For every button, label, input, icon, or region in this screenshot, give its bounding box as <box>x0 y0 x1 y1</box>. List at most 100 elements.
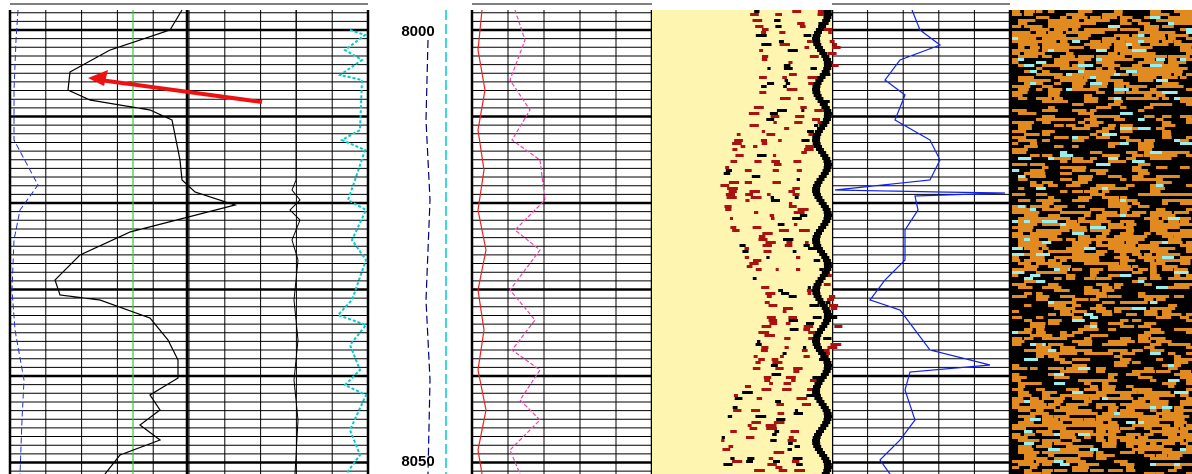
image-feature <box>1150 424 1163 427</box>
image-feature <box>1186 121 1192 124</box>
image-feature <box>1030 238 1039 241</box>
image-feature <box>767 463 777 466</box>
image-feature <box>1126 124 1133 127</box>
image-feature <box>1156 31 1164 34</box>
image-feature <box>788 295 797 298</box>
image-feature <box>1030 82 1039 85</box>
image-feature <box>761 142 768 145</box>
image-feature <box>1078 256 1090 259</box>
image-feature <box>827 316 838 319</box>
image-feature <box>823 364 832 367</box>
image-feature <box>1078 379 1089 382</box>
image-feature <box>1186 427 1192 430</box>
image-feature <box>1084 436 1091 439</box>
image-feature <box>1072 253 1083 256</box>
image-feature <box>772 169 779 172</box>
image-feature <box>1030 52 1045 55</box>
image-feature <box>1036 280 1046 283</box>
image-feature <box>1012 151 1027 154</box>
image-feature <box>1096 439 1106 442</box>
image-feature <box>1078 37 1089 40</box>
image-feature <box>1060 259 1067 262</box>
image-feature <box>1042 397 1055 400</box>
image-feature <box>1030 463 1038 466</box>
image-feature <box>1024 145 1038 148</box>
image-feature <box>732 142 742 145</box>
image-feature <box>1078 55 1085 58</box>
image-feature <box>1144 79 1154 82</box>
image-feature <box>815 298 824 301</box>
image-feature <box>1078 199 1090 202</box>
image-feature <box>809 379 821 382</box>
image-feature <box>1084 124 1099 127</box>
image-feature <box>823 214 832 217</box>
image-feature <box>1114 88 1129 91</box>
image-feature <box>1018 394 1032 397</box>
image-feature <box>745 199 750 202</box>
image-feature <box>767 82 775 85</box>
image-feature <box>1036 28 1050 31</box>
image-feature <box>1120 211 1128 214</box>
image-feature <box>1144 439 1155 442</box>
image-feature <box>1156 73 1172 76</box>
image-feature <box>817 277 826 280</box>
image-feature <box>1126 412 1136 415</box>
image-feature <box>1126 67 1140 70</box>
image-feature <box>1156 166 1168 169</box>
image-feature <box>805 241 809 244</box>
image-feature <box>814 331 823 334</box>
image-feature <box>814 181 823 184</box>
image-feature <box>724 205 732 208</box>
image-feature <box>1108 406 1119 409</box>
image-feature <box>1180 286 1190 289</box>
image-feature <box>773 163 782 166</box>
image-feature <box>812 193 821 196</box>
image-feature <box>1096 292 1107 295</box>
image-feature <box>1144 298 1154 301</box>
image-feature <box>1174 424 1184 427</box>
image-feature <box>1150 343 1162 346</box>
image-feature <box>812 91 821 94</box>
image-feature <box>1024 430 1033 433</box>
image-feature <box>1150 190 1161 193</box>
image-feature <box>1168 214 1176 217</box>
image-feature <box>1054 238 1063 241</box>
image-feature <box>1030 70 1037 73</box>
image-feature <box>1174 391 1189 394</box>
image-feature <box>792 10 802 13</box>
image-feature <box>1120 244 1128 247</box>
image-feature <box>1090 388 1099 391</box>
image-feature <box>1018 460 1034 463</box>
image-feature <box>1120 463 1128 466</box>
image-feature <box>1150 178 1163 181</box>
image-feature <box>1060 46 1074 49</box>
image-feature <box>1162 316 1171 319</box>
image-feature <box>1132 154 1144 157</box>
image-feature <box>1048 403 1055 406</box>
image-feature <box>1108 433 1117 436</box>
image-feature <box>813 445 822 448</box>
image-feature <box>1120 136 1130 139</box>
image-feature <box>1036 244 1047 247</box>
image-feature <box>818 175 827 178</box>
image-feature <box>1096 169 1109 172</box>
image-feature <box>1090 412 1098 415</box>
image-feature <box>1018 178 1028 181</box>
image-feature <box>1036 61 1047 64</box>
image-feature <box>1108 199 1120 202</box>
image-feature <box>1060 370 1073 373</box>
image-feature <box>1018 217 1025 220</box>
image-feature <box>1132 46 1140 49</box>
image-feature <box>1024 211 1040 214</box>
image-feature <box>1186 283 1192 286</box>
image-feature <box>1174 286 1182 289</box>
image-feature <box>1024 238 1035 241</box>
image-feature <box>1144 217 1154 220</box>
image-feature <box>1150 463 1161 466</box>
image-feature <box>823 268 832 271</box>
image-feature <box>1150 91 1159 94</box>
image-feature <box>1036 82 1044 85</box>
image-feature <box>1150 25 1160 28</box>
image-feature <box>1042 40 1051 43</box>
image-feature <box>823 310 832 313</box>
